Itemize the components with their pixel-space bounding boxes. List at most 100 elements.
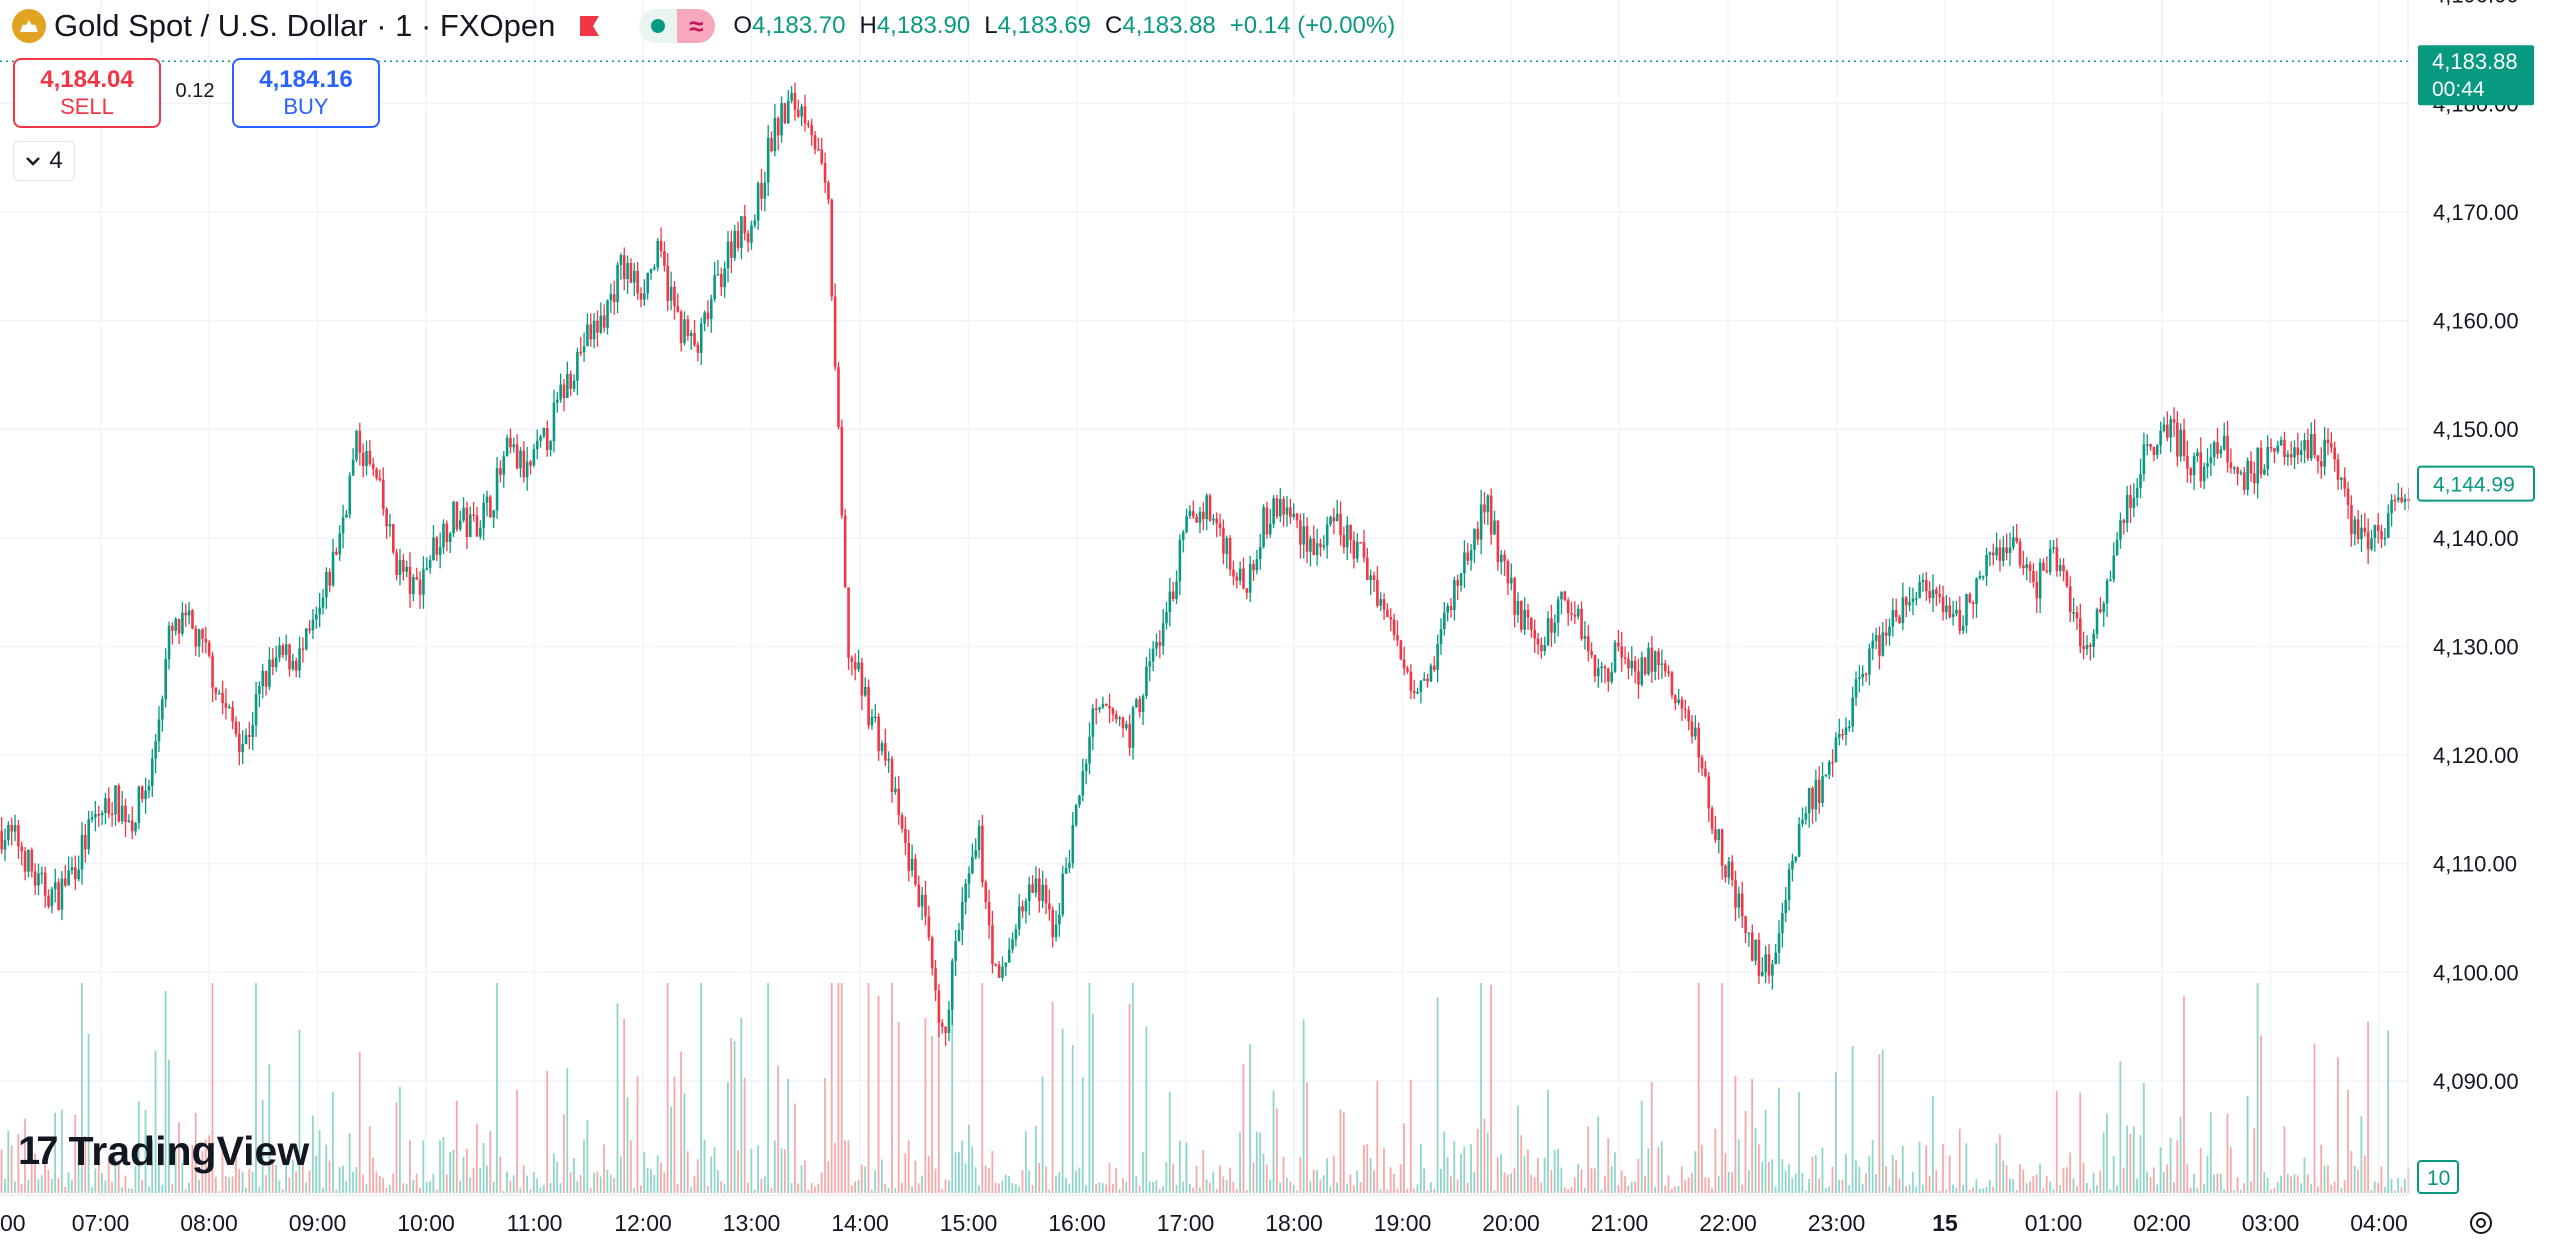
volume-bar xyxy=(1065,1178,1067,1193)
volume-bar xyxy=(322,1188,324,1193)
candle-body xyxy=(10,824,14,832)
candle-body xyxy=(425,567,429,570)
candle-body xyxy=(2102,603,2106,612)
volume-bar xyxy=(1329,1186,1332,1193)
volume-bar xyxy=(2099,1170,2102,1193)
candle-body xyxy=(797,109,800,117)
indicators-toggle[interactable]: 4 xyxy=(13,141,75,181)
volume-bar xyxy=(1470,1144,1472,1193)
candle-body xyxy=(161,699,164,720)
symbol-header[interactable]: Gold Spot / U.S. Dollar · 1 · FXOpen ≈ O… xyxy=(12,4,1395,48)
volume-bar xyxy=(1342,1112,1345,1193)
candle-body xyxy=(1135,699,1138,708)
candle-body xyxy=(1392,619,1396,635)
volume-bar xyxy=(1627,1185,1630,1193)
candle-body xyxy=(1536,638,1540,645)
tradingview-logo[interactable]: 17 TradingView xyxy=(18,1128,309,1175)
volume-bar xyxy=(188,1182,190,1193)
buy-button[interactable]: 4,184.16 BUY xyxy=(232,58,380,128)
candle-body xyxy=(987,902,991,926)
volume-bar xyxy=(1915,1186,1918,1193)
candle-body xyxy=(47,895,50,907)
candle-body xyxy=(1225,538,1229,554)
volume-bar xyxy=(639,1185,642,1193)
candle-body xyxy=(1583,636,1587,639)
volume-bar xyxy=(1132,983,1134,1193)
candle-body xyxy=(1660,663,1664,666)
market-status-pill[interactable]: ≈ xyxy=(639,9,716,43)
candle-body xyxy=(1068,863,1071,869)
candle-body xyxy=(556,399,559,403)
symbol-title[interactable]: Gold Spot xyxy=(54,8,192,43)
candle-body xyxy=(1750,932,1754,961)
candle-body xyxy=(1784,899,1788,914)
candle-body xyxy=(1335,513,1339,522)
candle-body xyxy=(1422,678,1426,681)
candle-body xyxy=(599,315,603,333)
candle-body xyxy=(1684,708,1687,711)
volume-bar xyxy=(67,1172,70,1193)
volume-bar xyxy=(777,1065,780,1193)
volume-bar xyxy=(355,1167,358,1193)
volume-bar xyxy=(1045,1166,1047,1193)
volume-bar xyxy=(251,1171,254,1193)
volume-bar xyxy=(124,1175,127,1193)
volume-bar xyxy=(2250,1181,2252,1193)
candle-body xyxy=(60,878,64,910)
candle-body xyxy=(1981,575,1985,578)
volume-bar xyxy=(2310,1184,2313,1193)
volume-bar xyxy=(81,983,83,1193)
candle-body xyxy=(2216,442,2219,454)
volume-bar xyxy=(720,1181,723,1193)
volume-bar xyxy=(161,1184,164,1193)
volume-bar xyxy=(1075,1171,1077,1193)
candle-body xyxy=(395,552,398,575)
volume-bar xyxy=(1958,1128,1961,1193)
volume-bar xyxy=(1992,1186,1995,1193)
volume-bar xyxy=(248,1168,251,1193)
time-tick-label: 15 xyxy=(1932,1210,1958,1236)
candle-body xyxy=(2276,445,2280,452)
volume-bar xyxy=(931,1036,934,1193)
candle-body xyxy=(1971,602,1975,605)
volume-bar xyxy=(2223,1189,2226,1193)
candle-body xyxy=(2263,469,2266,475)
candle-body xyxy=(904,828,907,843)
volume-bar xyxy=(1824,1188,1827,1193)
candle-body xyxy=(1285,507,1289,515)
candle-body xyxy=(612,294,616,303)
time-tick-label: 21:00 xyxy=(1591,1210,1649,1236)
symbol-separator: / xyxy=(191,8,218,43)
volume-bar xyxy=(1858,1166,1861,1193)
candle-body xyxy=(1242,568,1245,589)
candle-body xyxy=(961,902,964,931)
candle-body xyxy=(730,241,733,258)
volume-bar xyxy=(710,1156,713,1193)
candle-body xyxy=(1058,914,1061,925)
volume-bar xyxy=(231,1176,234,1193)
candle-body xyxy=(954,941,957,961)
candle-body xyxy=(1128,724,1131,748)
volume-bar xyxy=(1162,1186,1164,1193)
symbol-quote[interactable]: U.S. Dollar · 1 · FXOpen xyxy=(217,8,556,43)
time-tick-label: 12:00 xyxy=(614,1210,672,1236)
candle-body xyxy=(522,450,526,478)
candle-body xyxy=(1921,579,1925,582)
candle-body xyxy=(720,274,723,288)
volume-bar xyxy=(1088,983,1091,1193)
volume-bar xyxy=(727,1082,729,1193)
candle-body xyxy=(2340,477,2343,480)
volume-bar xyxy=(1540,1182,1543,1193)
volume-bar xyxy=(1701,1144,1703,1193)
candle-body xyxy=(867,686,870,726)
sell-button[interactable]: 4,184.04 SELL xyxy=(13,58,161,128)
flag-icon[interactable] xyxy=(577,14,601,38)
volume-bar xyxy=(127,1188,130,1193)
settings-gear-icon[interactable] xyxy=(2466,1208,2496,1238)
candle-body xyxy=(63,878,67,886)
volume-bar xyxy=(820,1172,823,1193)
candle-body xyxy=(1935,589,1938,594)
candle-body xyxy=(509,437,512,448)
candle-body xyxy=(1888,626,1891,636)
